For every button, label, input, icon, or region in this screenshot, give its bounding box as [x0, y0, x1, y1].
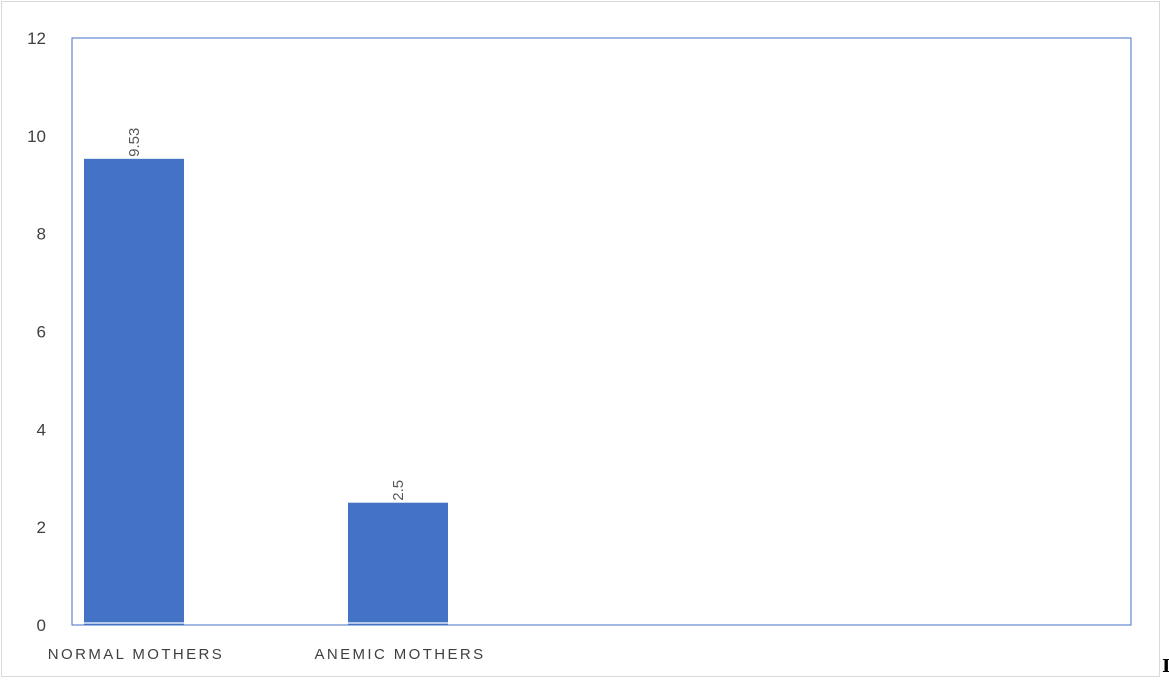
y-tick-label: 6	[37, 323, 46, 342]
x-category-label: ANEMIC MOTHERS	[314, 646, 485, 663]
plot-area-border	[71, 37, 1132, 626]
bar-normal-mothers	[84, 158, 184, 626]
bar-anemic-mothers	[348, 502, 448, 625]
y-tick-label: 8	[37, 225, 46, 244]
x-category-label: NORMAL MOTHERS	[48, 646, 224, 663]
data-label: 9.53	[126, 128, 143, 157]
edge-text-fragment: I	[1162, 657, 1169, 677]
y-tick-label: 0	[37, 616, 46, 635]
x-axis: NORMAL MOTHERS ANEMIC MOTHERS	[48, 646, 485, 663]
y-tick-label: 10	[27, 127, 46, 146]
y-axis: 0 2 4 6 8 10 12	[27, 29, 46, 635]
bars-group: 9.53 2.5	[84, 128, 448, 626]
y-tick-label: 2	[37, 518, 46, 537]
data-label: 2.5	[390, 480, 407, 501]
y-tick-label: 4	[37, 420, 46, 439]
y-tick-label: 12	[27, 29, 46, 48]
